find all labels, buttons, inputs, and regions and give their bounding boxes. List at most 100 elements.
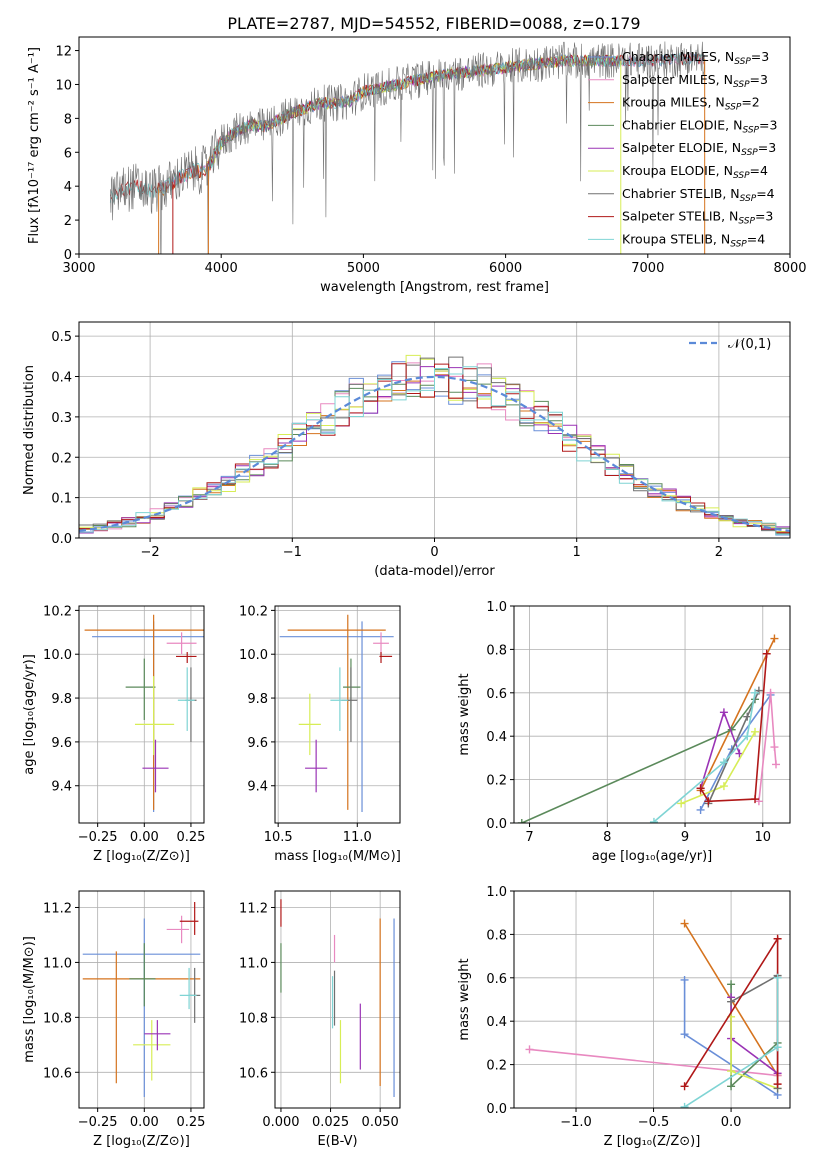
legend-label: Chabrier ELODIE, NSSP=3 (622, 117, 777, 135)
legend-subscript: SSP (734, 57, 751, 67)
legend-value: =3 (755, 209, 773, 224)
y-tick-label: 4 (64, 180, 72, 195)
weight-marker (762, 649, 771, 658)
x-tick-label: 4000 (205, 261, 238, 276)
weight-marker (773, 1043, 782, 1052)
panels: 3000 4000 5000 6000 7000 8000024681012wavelen… (22, 36, 807, 1149)
x-axis-label: age [log₁₀(age/yr)] (592, 849, 713, 864)
y-axis-label: age [log₁₀(age/yr)] (22, 654, 37, 775)
y-tick-label: 0.2 (486, 774, 507, 789)
y-tick-label: 11.0 (43, 956, 72, 971)
spectrum-line (109, 51, 705, 204)
spectrum-line (206, 54, 620, 171)
x-tick-label: 0.000 (262, 1115, 299, 1130)
y-tick-label: 0.1 (51, 492, 72, 507)
y-tick-label: 10.0 (43, 648, 72, 663)
weight-marker (719, 782, 728, 791)
y-tick-label: 9.4 (51, 780, 72, 795)
plot-area (525, 919, 782, 1108)
weight-marker (751, 795, 760, 804)
x-tick-label: 0.025 (312, 1115, 349, 1130)
legend-label: Chabrier MILES, NSSP=3 (622, 49, 769, 67)
weight-line (730, 1016, 778, 1090)
plot-area (79, 354, 790, 536)
weight-marker (773, 1080, 782, 1089)
y-tick-label: 0.4 (486, 1015, 507, 1030)
weight-marker (770, 634, 779, 643)
spectrum-line (206, 53, 620, 166)
legend-value: =3 (750, 72, 768, 87)
y-tick-label: 0.4 (486, 730, 507, 745)
y-tick-label: 1.0 (486, 885, 507, 900)
x-tick-label: −1.0 (560, 1115, 592, 1130)
y-tick-label: 11.2 (43, 901, 72, 916)
weight-marker (680, 1102, 689, 1108)
figure-title: PLATE=2787, MJD=54552, FIBERID=0088, z=0… (227, 14, 640, 33)
y-tick-label: 9.6 (51, 736, 72, 751)
weight-marker (680, 975, 689, 984)
axes-frame (78, 605, 205, 824)
y-tick-label: 0.4 (51, 371, 72, 386)
legend-label: 𝒩(0,1) (728, 337, 771, 352)
panel-weight-vs-age: 7 8 9 10 0.0 0.2 0.4 0.6 0.8 1.0 age [log₁₀(age/yr… (457, 600, 791, 864)
plot-area (82, 901, 201, 1098)
x-tick-label: 0.25 (176, 830, 205, 845)
legend-label: Kroupa STELIB, NSSP=4 (622, 231, 765, 249)
legend-value: =4 (756, 186, 774, 201)
weight-marker (696, 784, 705, 793)
y-tick-label: 0 (64, 248, 72, 263)
y-tick-label: 0.3 (51, 411, 72, 426)
y-tick-label: 0.2 (51, 451, 72, 466)
weight-marker (677, 799, 686, 808)
y-tick-label: 0.5 (51, 330, 72, 345)
x-tick-label: 7 (525, 830, 533, 845)
x-tick-label: 8000 (773, 261, 806, 276)
y-tick-label: 9.8 (51, 692, 72, 707)
weight-line (699, 638, 776, 791)
x-tick-label: 0.00 (130, 830, 159, 845)
plot-area (109, 41, 706, 254)
weight-marker (727, 1067, 736, 1076)
y-tick-label: 1.0 (486, 600, 507, 615)
y-tick-label: 11.2 (239, 901, 268, 916)
x-tick-label: −2 (141, 545, 160, 560)
plot-area (280, 899, 395, 1098)
y-axis-label: Normed distribution (22, 365, 37, 495)
spectrum-line (110, 41, 705, 254)
x-axis-label: Z [log₁₀(Z/Z⊙)] (604, 1134, 701, 1149)
y-tick-label: 11.0 (239, 956, 268, 971)
weight-marker (719, 708, 728, 717)
y-tick-label: 9.6 (247, 736, 268, 751)
y-axis-label: mass [log₁₀(M/M⊙)] (22, 936, 37, 1063)
x-tick-label: −1 (283, 545, 302, 560)
y-axis-label: mass weight (457, 673, 472, 755)
y-tick-label: 10.2 (239, 604, 268, 619)
panel-residuals: −2 −1 0 1 2 0.0 0.1 0.2 0.3 0.4 0.5 (data-model)/er… (22, 321, 791, 579)
legend-value: =4 (750, 163, 768, 178)
legend: Chabrier MILES, NSSP=3 Salpeter MILES, NS… (588, 49, 777, 249)
panel-age-vs-Z: −0.25 0.00 0.25 9.4 9.6 9.8 10.0 10.2 Z [log₁₀(Z… (22, 604, 205, 864)
axes-frame (513, 605, 791, 824)
x-tick-label: 7000 (631, 261, 664, 276)
weight-marker (751, 688, 760, 697)
weight-marker (773, 973, 782, 982)
legend-value: =4 (747, 231, 765, 246)
spectrum-line (206, 55, 620, 176)
legend-value: =3 (751, 49, 769, 64)
x-axis-label: Z [log₁₀(Z/Z⊙)] (93, 849, 190, 864)
x-tick-label: 9 (681, 830, 689, 845)
legend-subscript: SSP (741, 148, 758, 158)
plot-area (279, 614, 394, 813)
x-axis-label: (data-model)/error (374, 564, 495, 579)
spectrum-line (155, 54, 621, 197)
weight-line (707, 690, 760, 804)
y-tick-label: 0.6 (486, 972, 507, 987)
y-tick-label: 12 (55, 45, 72, 60)
x-tick-label: 6000 (489, 261, 522, 276)
x-tick-label: 5000 (347, 261, 380, 276)
x-tick-label: 10 (755, 830, 772, 845)
weight-marker (773, 934, 782, 943)
weight-marker (751, 727, 760, 736)
x-tick-label: 11.0 (343, 830, 372, 845)
